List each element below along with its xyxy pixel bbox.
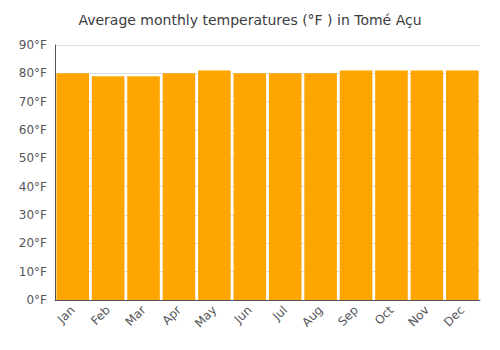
svg-text:30°F: 30°F xyxy=(19,208,47,222)
svg-text:80°F: 80°F xyxy=(19,66,47,80)
svg-text:40°F: 40°F xyxy=(19,180,47,194)
svg-text:60°F: 60°F xyxy=(19,123,47,137)
svg-text:Jul: Jul xyxy=(269,303,290,324)
svg-text:90°F: 90°F xyxy=(19,38,47,52)
svg-text:Sep: Sep xyxy=(335,303,361,329)
svg-text:Aug: Aug xyxy=(299,303,325,329)
svg-text:Average monthly temperatures (: Average monthly temperatures (°F ) in To… xyxy=(78,12,421,28)
svg-text:May: May xyxy=(192,303,219,330)
svg-text:50°F: 50°F xyxy=(19,151,47,165)
svg-text:Jun: Jun xyxy=(231,303,255,327)
svg-text:70°F: 70°F xyxy=(19,95,47,109)
svg-text:Mar: Mar xyxy=(123,303,149,329)
svg-text:20°F: 20°F xyxy=(19,236,47,250)
svg-text:0°F: 0°F xyxy=(26,293,47,307)
svg-text:Oct: Oct xyxy=(372,303,397,328)
svg-text:Dec: Dec xyxy=(441,303,467,329)
svg-text:Feb: Feb xyxy=(88,303,113,328)
svg-text:Jan: Jan xyxy=(54,303,78,327)
svg-text:Nov: Nov xyxy=(405,303,431,329)
svg-text:10°F: 10°F xyxy=(19,265,47,279)
svg-text:Apr: Apr xyxy=(159,303,184,328)
